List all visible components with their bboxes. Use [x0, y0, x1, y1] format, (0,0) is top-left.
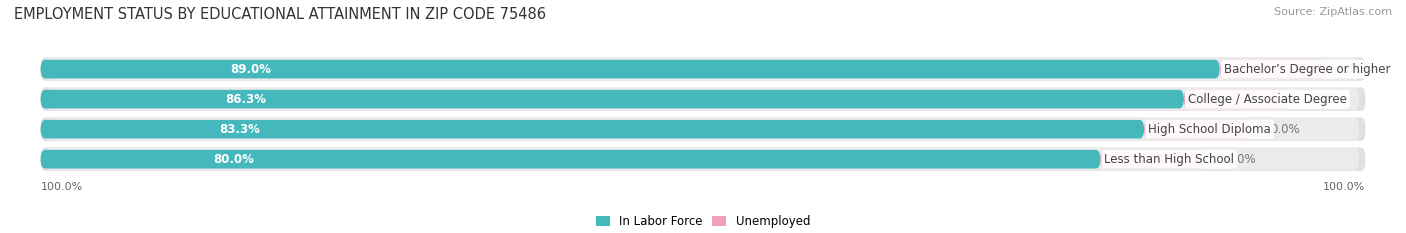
FancyBboxPatch shape	[41, 87, 1365, 111]
Text: Bachelor’s Degree or higher: Bachelor’s Degree or higher	[1223, 63, 1391, 76]
Text: 100.0%: 100.0%	[1323, 182, 1365, 192]
Legend: In Labor Force, Unemployed: In Labor Force, Unemployed	[591, 210, 815, 233]
FancyBboxPatch shape	[1101, 150, 1206, 168]
FancyBboxPatch shape	[48, 118, 1358, 140]
Text: 80.0%: 80.0%	[212, 153, 253, 166]
Text: High School Diploma: High School Diploma	[1149, 123, 1271, 136]
FancyBboxPatch shape	[41, 57, 1365, 81]
FancyBboxPatch shape	[41, 147, 1365, 171]
Text: 0.0%: 0.0%	[1346, 63, 1375, 76]
FancyBboxPatch shape	[1144, 120, 1250, 138]
FancyBboxPatch shape	[41, 120, 1144, 138]
FancyBboxPatch shape	[48, 148, 1358, 170]
Text: 86.3%: 86.3%	[225, 93, 266, 106]
Text: Source: ZipAtlas.com: Source: ZipAtlas.com	[1274, 7, 1392, 17]
Text: 0.0%: 0.0%	[1226, 153, 1256, 166]
FancyBboxPatch shape	[41, 117, 1365, 141]
Text: 89.0%: 89.0%	[231, 63, 271, 76]
Text: 83.3%: 83.3%	[219, 123, 260, 136]
FancyBboxPatch shape	[41, 150, 1101, 168]
FancyBboxPatch shape	[41, 60, 1220, 79]
Text: EMPLOYMENT STATUS BY EDUCATIONAL ATTAINMENT IN ZIP CODE 75486: EMPLOYMENT STATUS BY EDUCATIONAL ATTAINM…	[14, 7, 546, 22]
FancyBboxPatch shape	[1184, 90, 1289, 109]
Text: 0.0%: 0.0%	[1270, 123, 1299, 136]
Text: Less than High School: Less than High School	[1105, 153, 1234, 166]
FancyBboxPatch shape	[48, 58, 1358, 80]
Text: 0.0%: 0.0%	[1310, 93, 1340, 106]
FancyBboxPatch shape	[41, 90, 1184, 109]
FancyBboxPatch shape	[48, 88, 1358, 110]
FancyBboxPatch shape	[1220, 60, 1326, 79]
Text: College / Associate Degree: College / Associate Degree	[1188, 93, 1347, 106]
Text: 100.0%: 100.0%	[41, 182, 83, 192]
